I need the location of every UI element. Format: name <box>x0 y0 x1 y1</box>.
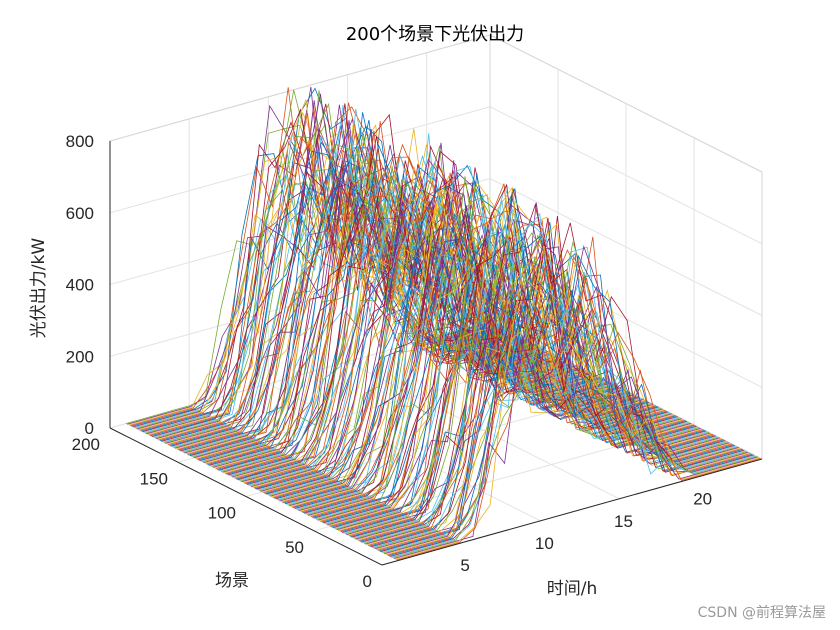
scenario-line <box>156 129 522 440</box>
scenario-line <box>177 106 542 450</box>
scenario-line <box>381 213 746 553</box>
watermark: CSDN @前程算法屋 <box>697 605 826 621</box>
scenario-line <box>384 246 749 555</box>
scenario-line <box>242 175 608 483</box>
y-tick-label: 100 <box>208 504 236 523</box>
scenario-line <box>317 211 682 521</box>
z-tick-label: 600 <box>66 204 94 223</box>
scenario-line <box>314 185 680 520</box>
axis-box-edge <box>489 34 763 173</box>
y-axis-label: 场景 <box>215 571 249 591</box>
scenario-line <box>386 236 752 556</box>
x-axis-label: 时间/h <box>547 579 598 599</box>
scenario-line <box>394 273 760 560</box>
x-tick-label: 20 <box>693 490 712 509</box>
scenario-line <box>246 160 612 485</box>
y-tick-label: 200 <box>72 435 100 454</box>
scenario-line <box>142 108 507 433</box>
scenario-series <box>125 86 761 561</box>
x-tick-label: 5 <box>460 556 469 575</box>
z-tick-label: 0 <box>85 419 94 438</box>
y-tick-label: 150 <box>140 469 168 488</box>
scenario-line <box>396 277 761 561</box>
scenario-line <box>235 143 601 480</box>
z-tick-label: 200 <box>66 347 94 366</box>
axis-box <box>109 34 763 566</box>
chart-title: 200个场景下光伏出力 <box>346 24 524 45</box>
scenario-line <box>286 215 651 505</box>
scenario-line <box>181 108 546 453</box>
x-tick-label: 15 <box>614 512 633 531</box>
z-tick-label: 800 <box>66 132 94 151</box>
scenario-line <box>358 246 723 542</box>
scenario-line <box>389 218 754 557</box>
scenario-line <box>344 235 710 535</box>
scenario-line <box>294 170 659 509</box>
scenario-line <box>382 240 748 554</box>
z-grid-line <box>109 34 763 173</box>
axis-box-edge <box>109 34 491 142</box>
scenario-line <box>244 143 609 484</box>
scenario-line <box>388 254 753 557</box>
axis-line <box>109 427 383 566</box>
scenario-line <box>393 245 759 559</box>
scenario-line <box>365 238 730 545</box>
z-axis-label: 光伏出力/kW <box>29 238 49 339</box>
x-tick-label: 10 <box>535 534 554 553</box>
scenario-line <box>390 291 756 558</box>
scenario-line <box>385 245 750 555</box>
y-tick-label: 0 <box>363 572 372 591</box>
scenario-line <box>316 184 681 520</box>
z-tick-label: 400 <box>66 276 94 295</box>
y-tick-label: 50 <box>285 538 304 557</box>
scenario-line <box>336 204 701 531</box>
scenario-line <box>321 195 686 523</box>
axis-line <box>381 458 763 566</box>
scenario-line <box>263 163 628 494</box>
